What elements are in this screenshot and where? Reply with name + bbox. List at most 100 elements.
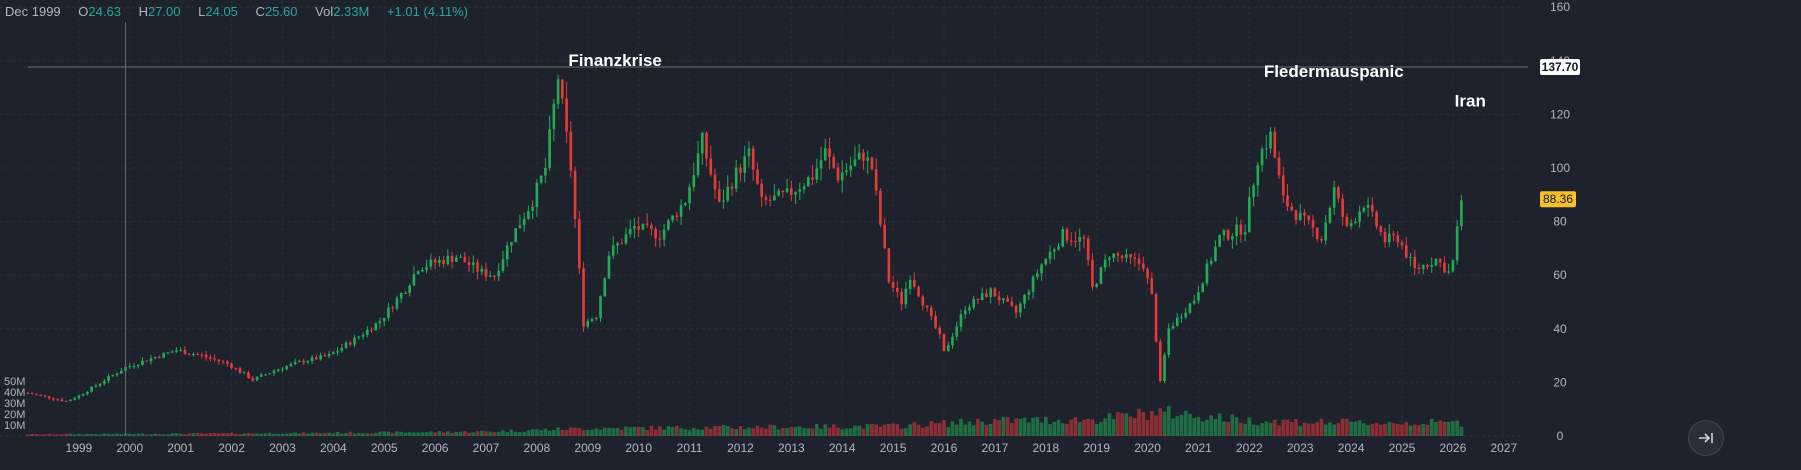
- candle-body: [136, 364, 140, 366]
- volume-bar: [1213, 418, 1218, 436]
- high-label: H: [138, 4, 148, 19]
- volume-bar: [891, 423, 895, 436]
- volume-bar: [390, 433, 395, 436]
- volume-bar: [653, 429, 658, 436]
- candle-body: [132, 365, 136, 367]
- volume-bar: [1417, 425, 1421, 436]
- volume-bar: [1285, 419, 1290, 436]
- volume-bar: [585, 429, 590, 436]
- candle-body: [1150, 278, 1154, 295]
- volume-bar: [611, 428, 616, 436]
- volume-bar: [407, 432, 412, 436]
- volume-bar: [43, 434, 47, 436]
- volume-bar: [318, 433, 323, 436]
- volume-bar: [1387, 422, 1392, 436]
- volume-bar: [1378, 424, 1383, 436]
- candle-body: [141, 360, 144, 365]
- candle-body: [306, 361, 310, 363]
- volume-bar: [1434, 421, 1438, 436]
- candle-body: [1048, 251, 1052, 259]
- volume-bar: [543, 428, 548, 436]
- volume-bar: [552, 430, 556, 436]
- candle-body: [69, 399, 72, 402]
- volume-bar: [691, 428, 696, 436]
- volume-bar: [785, 427, 789, 436]
- volume-bar: [920, 427, 925, 436]
- candle-body: [985, 293, 988, 297]
- volume-bar: [221, 433, 225, 436]
- volume-bar: [1328, 422, 1332, 436]
- candle-body: [794, 191, 797, 195]
- volume-bar: [501, 430, 505, 436]
- candle-body: [1260, 148, 1264, 166]
- volume-bar: [823, 424, 828, 436]
- close-value: 25.60: [264, 4, 298, 19]
- candle-body: [1057, 246, 1060, 250]
- candle-body: [891, 281, 895, 288]
- candle-body: [900, 291, 903, 305]
- volume-bar: [772, 425, 777, 436]
- candle-body: [1222, 230, 1226, 236]
- candle-body: [641, 223, 645, 230]
- candle-body: [1349, 223, 1353, 226]
- volume-bar: [293, 432, 297, 436]
- candle-body: [107, 376, 110, 382]
- volume-bar: [331, 433, 336, 436]
- volume-bar: [1281, 419, 1286, 436]
- candle-body: [531, 206, 534, 212]
- volume-bar: [1035, 417, 1040, 436]
- volume-bar: [899, 428, 904, 436]
- volume-bar: [602, 427, 607, 436]
- candle-body: [35, 394, 38, 396]
- time-axis[interactable]: 1999 2000 2001 2002 2003 2004 2005 2006 2007 2008…: [66, 441, 1518, 455]
- candle-body: [73, 398, 76, 400]
- volume-bar: [967, 421, 972, 436]
- candle-body: [747, 148, 751, 157]
- candle-body: [1455, 226, 1459, 261]
- volume-bar: [208, 432, 213, 436]
- candle-body: [645, 223, 649, 226]
- candle-body: [251, 378, 255, 381]
- candle-body: [429, 259, 433, 267]
- candle-body: [790, 188, 793, 195]
- volume-bar: [700, 429, 705, 436]
- volume-bar: [1340, 418, 1345, 436]
- volume-bar: [1459, 426, 1464, 436]
- time-tick-label: 2009: [574, 441, 601, 455]
- volume-bar: [378, 431, 382, 436]
- candle-body: [548, 129, 551, 168]
- volume-label: Vol: [315, 4, 334, 19]
- volume-bar: [1442, 421, 1447, 436]
- candle-body: [230, 363, 233, 369]
- candle-body: [569, 131, 573, 171]
- time-tick-label: 2006: [422, 441, 449, 455]
- volume-bar: [1111, 418, 1116, 436]
- scroll-to-realtime-button[interactable]: [1688, 420, 1724, 456]
- period-label: Dec 1999: [5, 4, 61, 19]
- volume-bar: [950, 421, 955, 436]
- candle-body: [1197, 292, 1200, 301]
- candle-body: [1082, 236, 1086, 239]
- candle-body: [238, 368, 242, 373]
- volume-bar: [1268, 422, 1273, 436]
- volume-bar: [793, 426, 798, 436]
- volume-bar: [85, 433, 90, 436]
- candle-body: [395, 298, 399, 309]
- volume-bar: [993, 418, 997, 436]
- volume-bar: [26, 434, 30, 436]
- candle-body: [815, 168, 819, 180]
- volume-value: 2.33M: [333, 4, 370, 19]
- candle-body: [1014, 306, 1018, 313]
- volume-bar: [717, 426, 722, 436]
- candle-body: [1303, 212, 1306, 216]
- volume-bar: [1179, 414, 1184, 436]
- volume-bar: [675, 425, 679, 436]
- volume-bar: [1400, 424, 1404, 436]
- candle-body: [1328, 207, 1332, 223]
- volume-bar: [1065, 424, 1069, 436]
- volume-bar: [1247, 417, 1252, 436]
- candle-body: [777, 190, 780, 196]
- volume-bar: [1039, 422, 1044, 436]
- candle-body: [654, 228, 657, 239]
